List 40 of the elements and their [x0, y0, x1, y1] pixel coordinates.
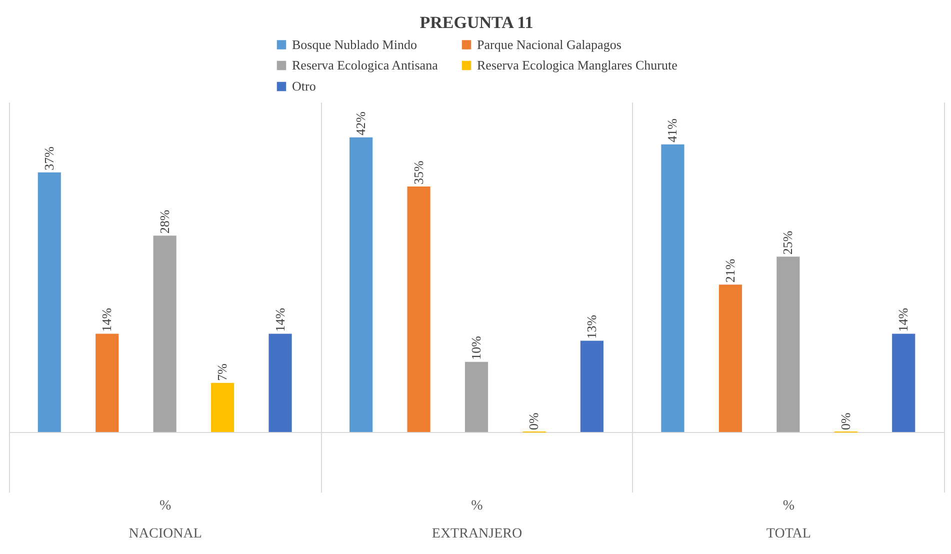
data-label: 14% — [272, 308, 288, 332]
data-label: 41% — [664, 118, 680, 142]
bar — [96, 334, 119, 432]
bar — [661, 144, 684, 432]
bar — [268, 334, 292, 432]
bar — [892, 334, 916, 432]
legend-label: Reserva Ecologica Antisana — [292, 58, 438, 72]
data-label: 10% — [468, 336, 484, 360]
data-label: 21% — [722, 258, 738, 283]
data-label: 14% — [896, 308, 911, 332]
data-label: 28% — [156, 210, 172, 234]
data-label: 0% — [526, 412, 542, 430]
bar — [153, 236, 176, 432]
x-tick-label: TOTAL — [766, 526, 811, 542]
text: % — [782, 498, 795, 514]
data-label: 25% — [780, 230, 796, 255]
data-label: 0% — [838, 412, 853, 430]
bar — [464, 362, 488, 432]
legend-label: Parque Nacional Galapagos — [477, 36, 622, 52]
data-label: 13% — [584, 314, 599, 339]
chart-title: PREGUNTA 11 — [420, 13, 534, 32]
legend-label: Reserva Ecologica Manglares Churute — [477, 58, 678, 72]
bar — [407, 186, 430, 432]
text: % — [471, 498, 484, 514]
x-tick-label: NACIONAL — [128, 526, 202, 542]
data-label: 42% — [353, 111, 368, 136]
legend-label: Bosque Nublado Mindo — [292, 36, 417, 52]
text: % — [159, 498, 172, 514]
legend-label: Otro — [292, 78, 316, 94]
bar — [580, 340, 604, 432]
data-label: 35% — [410, 160, 426, 184]
bar — [38, 172, 61, 432]
x-tick-label: EXTRANJERO — [432, 526, 522, 542]
bar — [776, 256, 800, 432]
bar — [211, 382, 234, 432]
data-label: 37% — [41, 146, 56, 170]
data-label: 7% — [214, 363, 230, 381]
bar — [718, 284, 742, 432]
bar — [350, 137, 373, 432]
data-label: 14% — [99, 308, 114, 332]
